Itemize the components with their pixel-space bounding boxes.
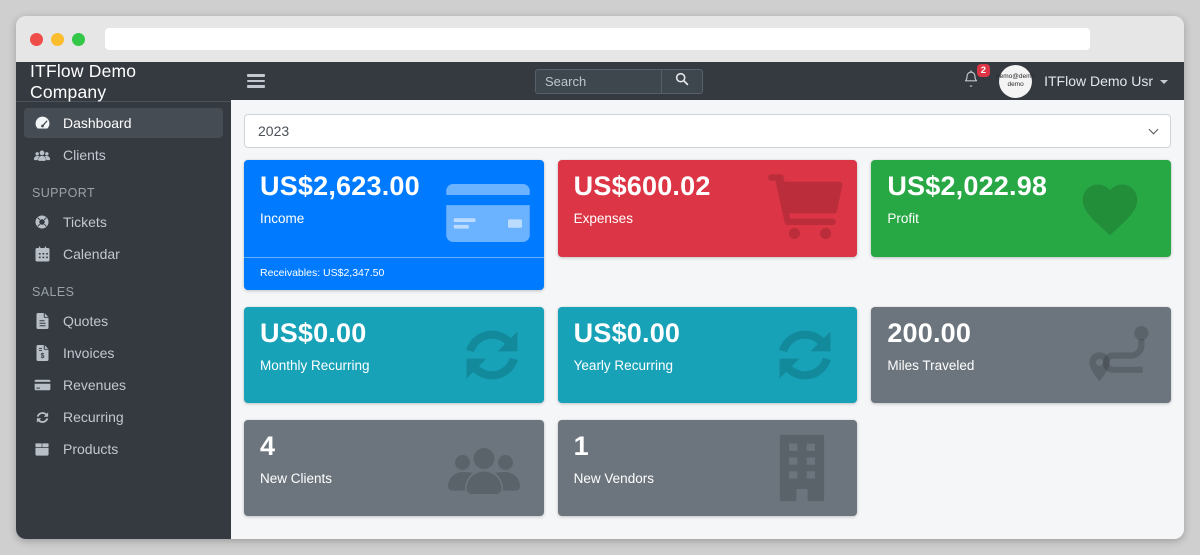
avatar-text-line1: demo@demo	[996, 72, 1036, 80]
stat-card-new-vendors: 1 New Vendors	[557, 420, 858, 516]
card-label: Profit	[887, 211, 919, 226]
browser-titlebar	[16, 16, 1184, 62]
browser-address-bar[interactable]	[105, 28, 1090, 50]
maximize-window-button[interactable]	[72, 32, 85, 46]
user-name: ITFlow Demo Usr	[1044, 73, 1153, 89]
sidebar-item-invoices[interactable]: $ Invoices	[24, 338, 223, 368]
sidebar-item-label: Clients	[63, 147, 106, 163]
file-icon	[32, 313, 52, 329]
card-label: Yearly Recurring	[573, 358, 673, 373]
browser-window: ITFlow Demo Company Dashboard	[16, 16, 1184, 539]
avatar[interactable]: demo@demo demo	[996, 64, 1036, 98]
notification-count-badge: 2	[976, 64, 991, 78]
sidebar-item-label: Revenues	[63, 377, 127, 393]
chevron-down-icon	[1148, 124, 1159, 134]
card-label: New Vendors	[573, 471, 654, 486]
card-label: Miles Traveled	[887, 358, 975, 373]
user-menu-button[interactable]: ITFlow Demo Usr	[1044, 73, 1168, 89]
sidebar-item-label: Dashboard	[63, 115, 132, 131]
menu-icon[interactable]	[247, 74, 265, 88]
card-label: Expenses	[573, 211, 633, 226]
top-navbar: 2 demo@demo demo ITFlow Demo Usr	[231, 62, 1184, 100]
search-icon	[675, 72, 689, 91]
bell-icon	[963, 70, 979, 91]
building-icon	[771, 431, 833, 505]
card-label: New Clients	[260, 471, 333, 486]
shopping-cart-icon	[767, 172, 843, 240]
close-window-button[interactable]	[30, 32, 43, 46]
svg-text:$: $	[40, 353, 44, 360]
credit-card-icon	[32, 378, 52, 392]
sidebar-item-recurring[interactable]: Recurring	[24, 402, 223, 432]
card-value: US$0.00	[260, 318, 367, 348]
card-label: Monthly Recurring	[260, 358, 370, 373]
minimize-window-button[interactable]	[51, 32, 64, 46]
avatar-text-line2: demo	[1007, 81, 1024, 88]
credit-card-icon	[445, 184, 530, 242]
heart-icon	[1075, 173, 1145, 237]
dashboard-content: 2023 US$2,623.00 Income	[231, 100, 1184, 539]
stat-card-profit: US$2,022.98 Profit	[871, 160, 1171, 257]
year-select[interactable]: 2023	[244, 114, 1171, 148]
card-value: 1	[573, 431, 589, 461]
sidebar-item-quotes[interactable]: Quotes	[24, 306, 223, 336]
sidebar-item-revenues[interactable]: Revenues	[24, 370, 223, 400]
sidebar-item-label: Products	[63, 441, 119, 457]
calendar-icon	[32, 246, 52, 262]
stat-card-grid: US$2,623.00 Income Receivables: US$2,347…	[244, 160, 1171, 516]
sync-icon	[771, 321, 839, 389]
sidebar-item-clients[interactable]: Clients	[24, 140, 223, 170]
sidebar-item-label: Calendar	[63, 246, 120, 262]
caret-down-icon	[1160, 80, 1168, 84]
sidebar-item-label: Invoices	[63, 345, 115, 361]
file-invoice-icon: $	[32, 345, 52, 361]
users-icon	[32, 148, 52, 163]
card-value: US$2,022.98	[887, 171, 1048, 201]
sync-icon	[458, 321, 526, 389]
box-icon	[32, 442, 52, 457]
tachometer-icon	[32, 115, 52, 132]
card-value: 200.00	[887, 318, 972, 348]
life-ring-icon	[32, 214, 52, 230]
sidebar-item-label: Recurring	[63, 409, 124, 425]
year-select-value: 2023	[258, 123, 290, 139]
sidebar-item-calendar[interactable]: Calendar	[24, 239, 223, 269]
window-controls	[30, 32, 85, 46]
sidebar-item-label: Quotes	[63, 313, 109, 329]
sidebar-item-dashboard[interactable]: Dashboard	[24, 108, 223, 138]
sidebar-item-products[interactable]: Products	[24, 434, 223, 464]
card-value: US$2,623.00	[260, 171, 420, 201]
stat-card-new-clients: 4 New Clients	[244, 420, 544, 516]
sidebar-nav: Dashboard Clients	[16, 102, 231, 472]
card-footer: Receivables: US$2,347.50	[244, 257, 544, 290]
notifications-button[interactable]: 2	[963, 64, 991, 92]
card-value: US$0.00	[573, 318, 681, 348]
users-icon	[444, 438, 524, 502]
card-label: Income	[260, 211, 305, 226]
stat-card-expenses: US$600.02 Expenses	[557, 160, 858, 257]
card-value: US$600.02	[573, 171, 711, 201]
stat-card-monthly-recurring: US$0.00 Monthly Recurring	[244, 307, 544, 403]
stat-card-yearly-recurring: US$0.00 Yearly Recurring	[557, 307, 858, 403]
sync-icon	[32, 410, 52, 425]
search-button[interactable]	[661, 68, 703, 94]
sidebar-item-tickets[interactable]: Tickets	[24, 207, 223, 237]
sidebar: ITFlow Demo Company Dashboard	[16, 61, 231, 539]
stat-card-income: US$2,623.00 Income Receivables: US$2,347…	[244, 160, 544, 290]
card-value: 4	[260, 431, 276, 461]
sidebar-item-label: Tickets	[63, 214, 107, 230]
sidebar-section-sales: SALES	[32, 285, 75, 299]
stat-card-miles-traveled: 200.00 Miles Traveled	[871, 307, 1171, 403]
sidebar-section-support: SUPPORT	[32, 186, 95, 200]
navbar-search	[535, 68, 703, 94]
search-input[interactable]	[535, 68, 661, 94]
route-icon	[1085, 320, 1155, 390]
brand-title[interactable]: ITFlow Demo Company	[16, 61, 231, 102]
